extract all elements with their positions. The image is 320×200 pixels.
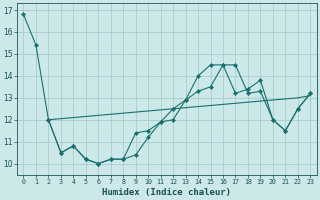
X-axis label: Humidex (Indice chaleur): Humidex (Indice chaleur): [102, 188, 231, 197]
